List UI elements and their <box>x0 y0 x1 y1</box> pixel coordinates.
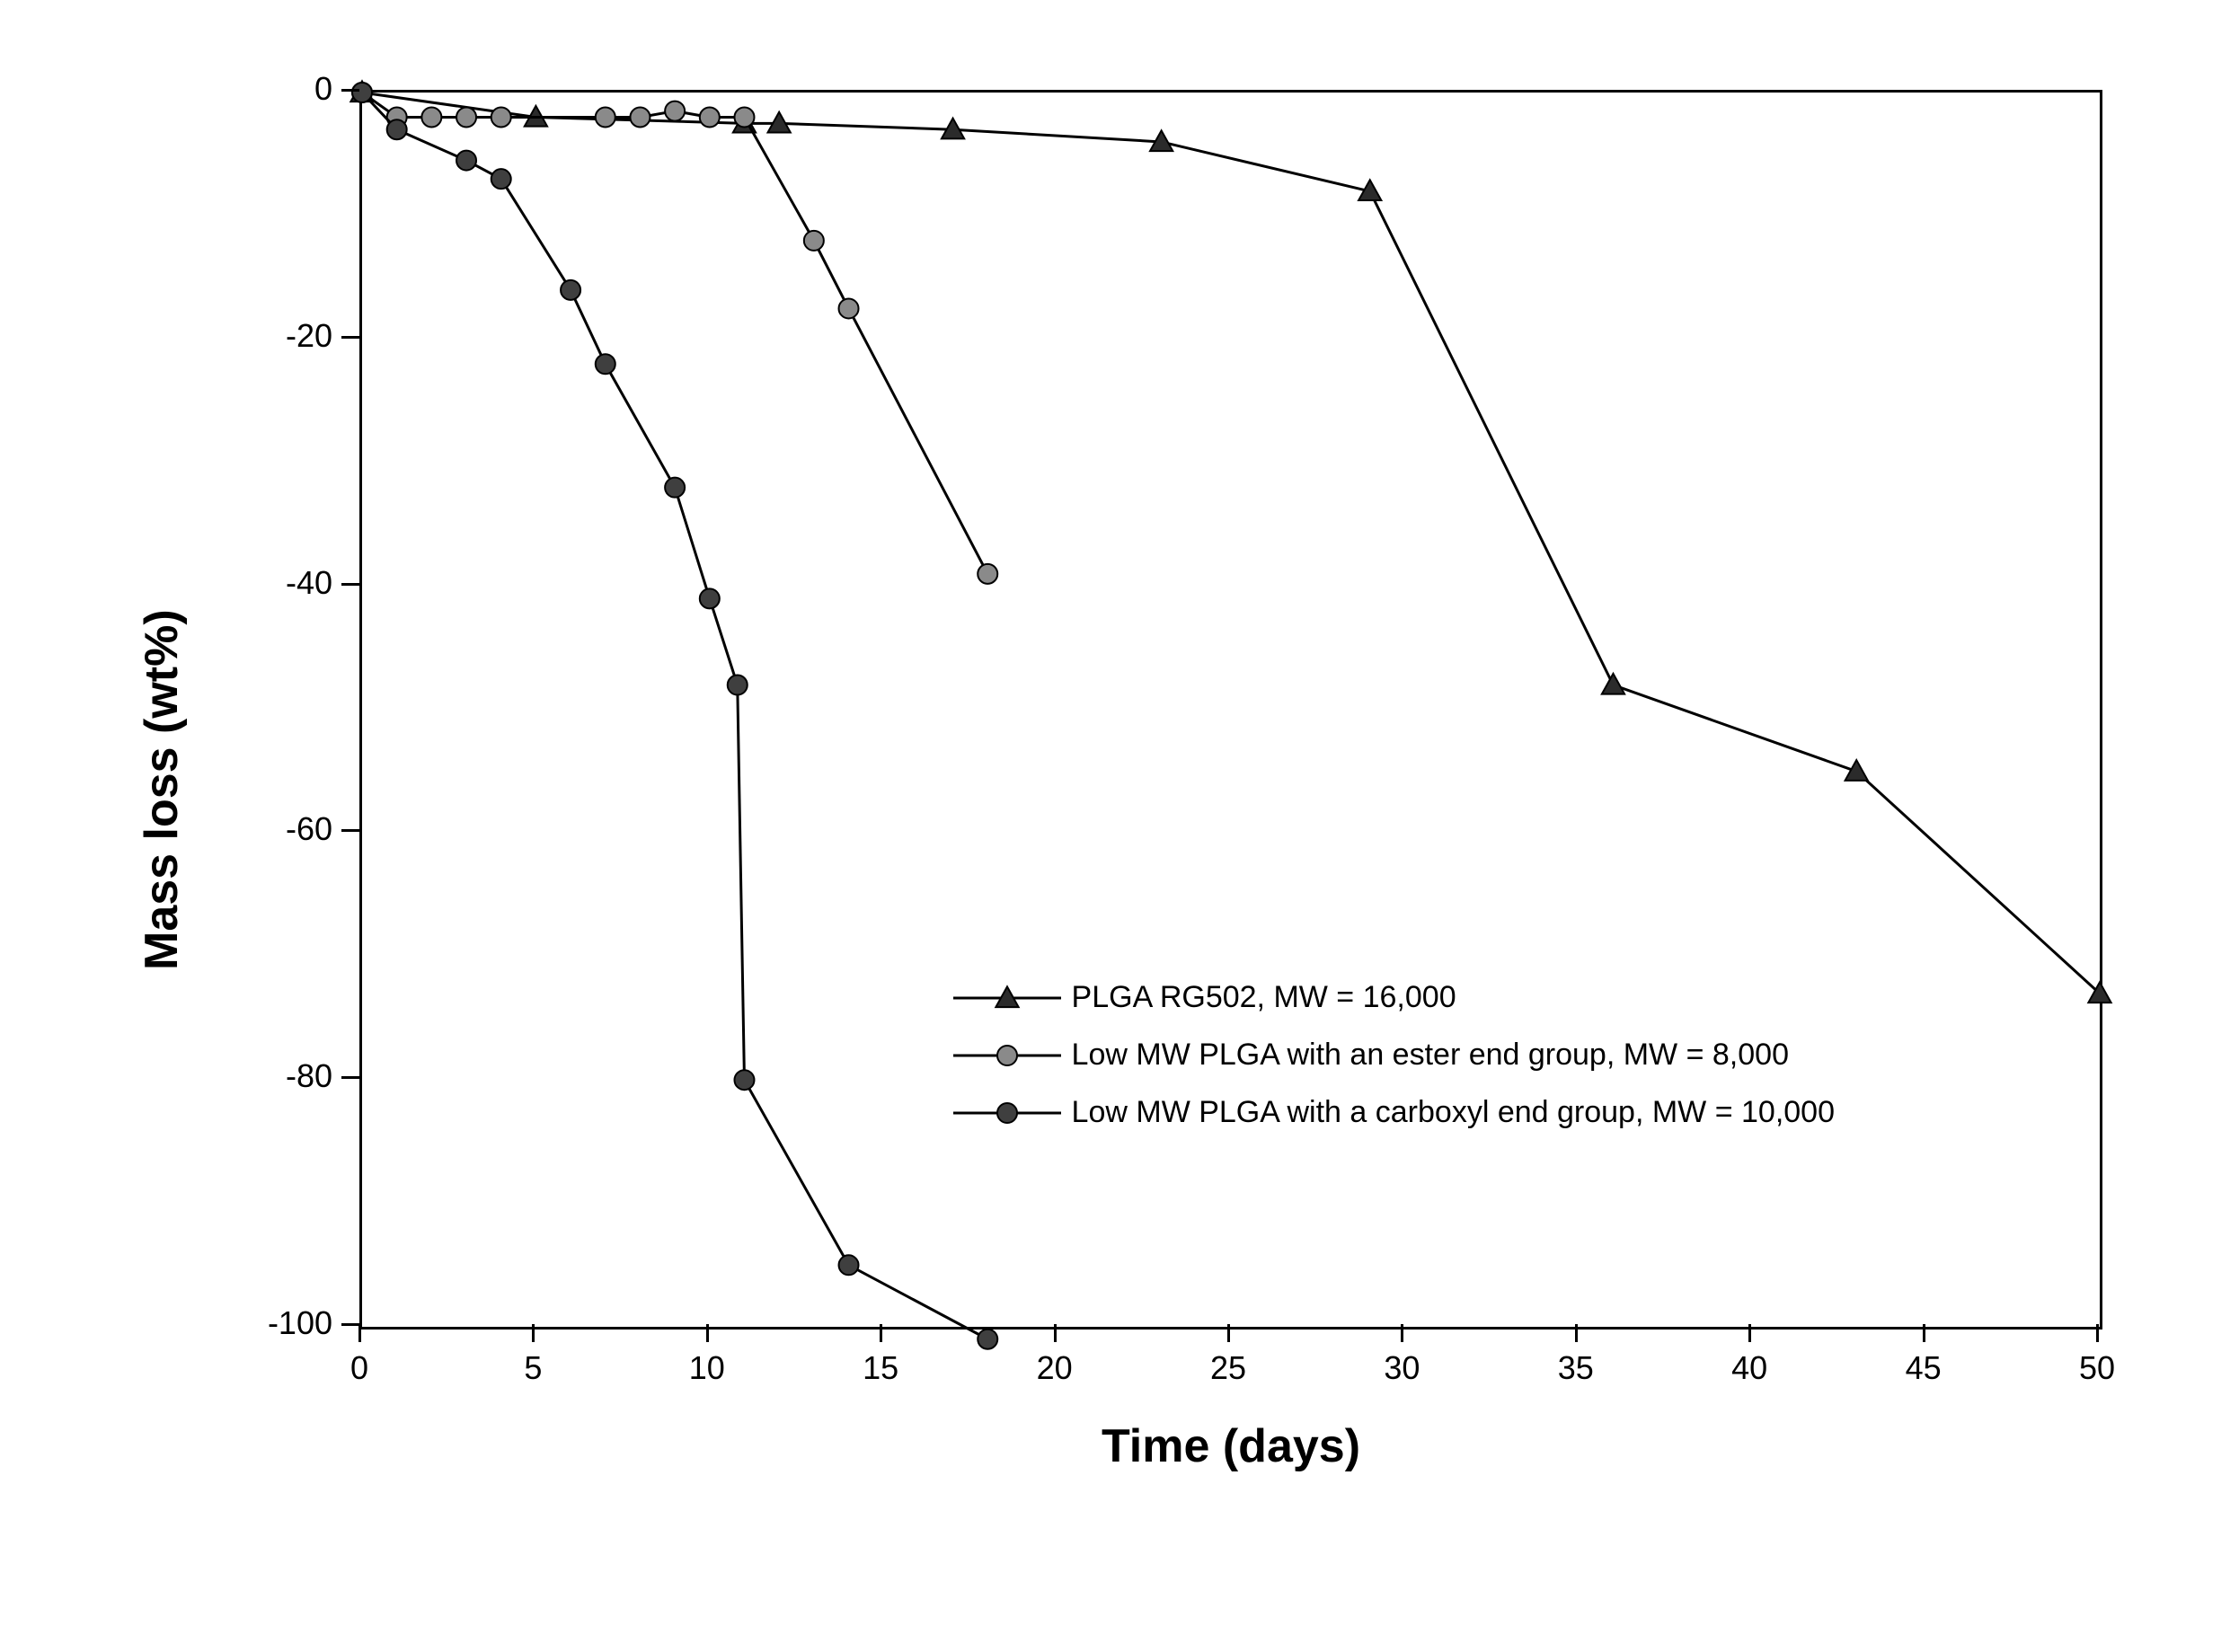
legend-label-low_mw_carboxyl: Low MW PLGA with a carboxyl end group, M… <box>1072 1095 1835 1130</box>
x-tick-label: 40 <box>1713 1349 1785 1387</box>
marker-low_mw_carboxyl <box>700 588 720 608</box>
marker-low_mw_carboxyl <box>596 354 615 374</box>
marker-low_mw_carboxyl <box>839 1255 859 1275</box>
x-tick <box>1401 1324 1403 1342</box>
marker-low_mw_carboxyl <box>728 676 748 695</box>
legend-label-plga_rg502: PLGA RG502, MW = 16,000 <box>1072 980 1456 1015</box>
chart-container: Mass loss (wt%) PLGA RG502, MW = 16,000 L… <box>108 54 2138 1509</box>
marker-plga_rg502 <box>1845 760 1868 781</box>
marker-low_mw_ester <box>700 107 720 127</box>
x-tick <box>1227 1324 1230 1342</box>
marker-low_mw_carboxyl <box>734 1070 754 1090</box>
page: Mass loss (wt%) PLGA RG502, MW = 16,000 L… <box>0 0 2239 1652</box>
marker-low_mw_carboxyl <box>456 151 476 171</box>
legend-row-low_mw_carboxyl: Low MW PLGA with a carboxyl end group, M… <box>953 1084 1835 1142</box>
y-tick-label: -100 <box>225 1304 332 1342</box>
marker-low_mw_carboxyl <box>561 280 580 300</box>
marker-low_mw_ester <box>978 564 997 584</box>
marker-low_mw_ester <box>491 107 511 127</box>
chart-svg <box>362 93 2100 1327</box>
x-tick-label: 30 <box>1366 1349 1438 1387</box>
y-tick <box>341 89 359 92</box>
y-tick-label: -40 <box>225 564 332 602</box>
series-line-plga_rg502 <box>362 93 2100 994</box>
x-tick <box>880 1324 882 1342</box>
x-tick-label: 20 <box>1019 1349 1091 1387</box>
x-axis-title: Time (days) <box>359 1419 2102 1473</box>
legend-row-plga_rg502: PLGA RG502, MW = 16,000 <box>953 969 1835 1027</box>
series-line-low_mw_ester <box>362 93 987 574</box>
marker-low_mw_carboxyl <box>491 169 511 189</box>
y-tick <box>341 336 359 339</box>
x-tick <box>532 1324 535 1342</box>
marker-low_mw_ester <box>421 107 441 127</box>
marker-low_mw_ester <box>630 107 650 127</box>
legend-swatch-low_mw_ester <box>953 1038 1061 1073</box>
x-tick <box>706 1324 709 1342</box>
legend-swatch-low_mw_carboxyl <box>953 1095 1061 1131</box>
x-tick <box>1054 1324 1057 1342</box>
x-tick-label: 10 <box>671 1349 743 1387</box>
x-tick-label: 5 <box>497 1349 569 1387</box>
legend: PLGA RG502, MW = 16,000 Low MW PLGA with … <box>953 969 1835 1142</box>
marker-low_mw_carboxyl <box>978 1330 997 1349</box>
y-tick-label: -60 <box>225 810 332 848</box>
y-axis-title: Mass loss (wt%) <box>135 609 189 970</box>
marker-low_mw_ester <box>665 102 685 121</box>
marker-low_mw_carboxyl <box>387 119 407 139</box>
plot-area: PLGA RG502, MW = 16,000 Low MW PLGA with … <box>359 90 2102 1330</box>
y-tick <box>341 1076 359 1079</box>
y-tick-label: -80 <box>225 1057 332 1095</box>
y-tick-label: -20 <box>225 317 332 355</box>
marker-low_mw_ester <box>456 107 476 127</box>
x-tick-label: 45 <box>1888 1349 1960 1387</box>
x-tick <box>1575 1324 1578 1342</box>
legend-swatch-plga_rg502 <box>953 980 1061 1016</box>
x-tick-label: 50 <box>2061 1349 2133 1387</box>
x-tick-label: 25 <box>1192 1349 1264 1387</box>
x-tick-label: 15 <box>845 1349 916 1387</box>
series-line-low_mw_carboxyl <box>362 93 987 1339</box>
x-tick-label: 0 <box>323 1349 395 1387</box>
x-tick <box>1923 1324 1925 1342</box>
x-tick <box>358 1324 361 1342</box>
y-tick <box>341 829 359 832</box>
y-tick <box>341 1323 359 1326</box>
y-tick-label: 0 <box>225 70 332 108</box>
legend-label-low_mw_ester: Low MW PLGA with an ester end group, MW … <box>1072 1038 1789 1073</box>
x-tick-label: 35 <box>1540 1349 1612 1387</box>
y-tick <box>341 583 359 586</box>
marker-low_mw_carboxyl <box>665 478 685 498</box>
marker-low_mw_ester <box>734 107 754 127</box>
marker-low_mw_ester <box>596 107 615 127</box>
marker-plga_rg502 <box>1602 674 1624 694</box>
legend-row-low_mw_ester: Low MW PLGA with an ester end group, MW … <box>953 1027 1835 1084</box>
marker-low_mw_ester <box>839 298 859 318</box>
x-tick <box>1748 1324 1751 1342</box>
marker-low_mw_carboxyl <box>352 83 372 102</box>
x-tick <box>2096 1324 2099 1342</box>
marker-low_mw_ester <box>804 231 824 251</box>
